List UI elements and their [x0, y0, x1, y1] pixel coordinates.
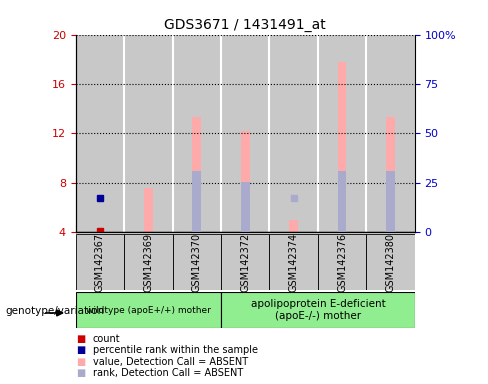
Text: GSM142376: GSM142376 [337, 233, 347, 291]
Bar [318, 234, 366, 290]
Bar [221, 292, 415, 328]
Bar [192, 170, 201, 232]
Bar [386, 170, 395, 232]
Bar [289, 220, 298, 232]
Bar [269, 35, 318, 232]
Title: GDS3671 / 1431491_at: GDS3671 / 1431491_at [164, 18, 326, 32]
Bar [124, 35, 173, 232]
Text: ■: ■ [76, 357, 85, 367]
Text: GSM142372: GSM142372 [240, 232, 250, 292]
Text: value, Detection Call = ABSENT: value, Detection Call = ABSENT [93, 357, 248, 367]
Text: ■: ■ [76, 368, 85, 378]
Text: ■: ■ [76, 334, 85, 344]
Text: wildtype (apoE+/+) mother: wildtype (apoE+/+) mother [86, 306, 211, 314]
Bar [241, 182, 249, 232]
Text: genotype/variation: genotype/variation [5, 306, 104, 316]
Bar [76, 35, 124, 232]
Bar [366, 35, 415, 232]
Text: GSM142370: GSM142370 [192, 233, 202, 291]
Bar [144, 188, 153, 232]
Bar [386, 118, 395, 232]
Text: GSM142380: GSM142380 [386, 233, 396, 291]
Bar [76, 292, 221, 328]
Text: count: count [93, 334, 121, 344]
Text: percentile rank within the sample: percentile rank within the sample [93, 345, 258, 355]
Bar [221, 234, 269, 290]
Bar [192, 118, 201, 232]
Text: GSM142374: GSM142374 [289, 233, 299, 291]
Bar [241, 131, 249, 232]
Bar [221, 35, 269, 232]
Text: ■: ■ [76, 345, 85, 355]
Text: GSM142369: GSM142369 [143, 233, 153, 291]
Bar [338, 62, 346, 232]
Bar [173, 234, 221, 290]
Text: rank, Detection Call = ABSENT: rank, Detection Call = ABSENT [93, 368, 243, 378]
Bar [173, 35, 221, 232]
Text: apolipoprotein E-deficient
(apoE-/-) mother: apolipoprotein E-deficient (apoE-/-) mot… [250, 299, 385, 321]
Bar [366, 234, 415, 290]
Bar [124, 234, 173, 290]
Bar [76, 234, 124, 290]
Bar [338, 170, 346, 232]
Bar [318, 35, 366, 232]
Text: GSM142367: GSM142367 [95, 233, 105, 291]
Bar [269, 234, 318, 290]
